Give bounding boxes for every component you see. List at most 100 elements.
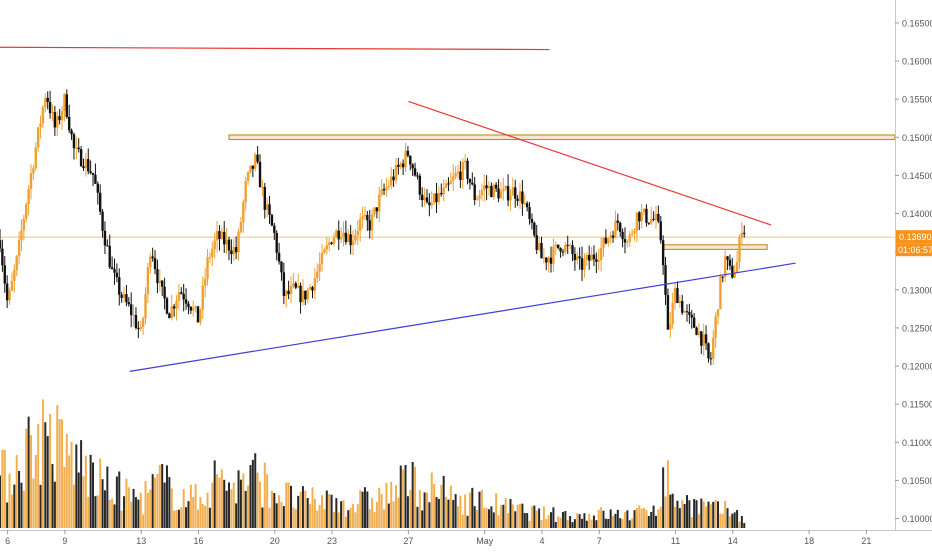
volume-bar [340, 501, 343, 528]
volume-bar [583, 513, 586, 528]
candle-body [220, 231, 224, 239]
volume-bar [75, 444, 78, 528]
candle-body [223, 231, 226, 245]
candle-body [137, 327, 140, 329]
candle-body [428, 202, 431, 206]
volume-bar [511, 504, 514, 528]
candle-body [564, 244, 567, 252]
candle-body [101, 211, 104, 231]
candle-body [344, 232, 348, 243]
volume-bar [127, 487, 130, 528]
volume-bar [282, 506, 285, 528]
volume-bar [256, 472, 259, 528]
candle-body [158, 280, 162, 284]
candle-body [351, 240, 355, 246]
volume-layer [0, 399, 746, 528]
volume-bar [647, 515, 650, 528]
volume-bar [411, 461, 414, 528]
volume-bar [134, 497, 137, 528]
volume-bar [547, 515, 550, 528]
volume-bar [297, 495, 300, 528]
x-tick-label: 27 [403, 536, 413, 546]
volume-bar [557, 516, 560, 528]
candle-body [721, 276, 724, 278]
candle-body [311, 287, 314, 291]
candle-body [292, 283, 295, 286]
volume-bar [688, 500, 691, 528]
upper-resistance-zone [228, 134, 896, 141]
volume-bar [602, 510, 605, 528]
volume-bar [428, 502, 431, 528]
candle-body [430, 203, 433, 206]
volume-bar [84, 455, 87, 528]
volume-bar [483, 507, 486, 528]
volume-bar [3, 450, 6, 528]
candle-body [215, 231, 219, 241]
candle-body [347, 234, 350, 243]
candle-body [690, 314, 693, 318]
zones-layer [228, 134, 896, 250]
candle-body [213, 240, 216, 250]
candle-body [8, 290, 11, 301]
candle-body [27, 188, 30, 205]
candle-body [561, 251, 565, 253]
candle-body [702, 334, 705, 346]
candle-body [75, 147, 78, 149]
candle-body [483, 185, 486, 191]
volume-bar [526, 513, 529, 528]
volume-bar [664, 496, 667, 528]
volume-bar [299, 491, 302, 528]
candle-body [129, 304, 133, 316]
candle-body [370, 214, 374, 231]
volume-bar [674, 506, 677, 528]
volume-bar [380, 494, 383, 528]
candle-body [108, 245, 111, 268]
volume-bar [344, 516, 347, 528]
candle-body [72, 134, 76, 149]
volume-bar [332, 511, 335, 528]
candle-body [556, 244, 560, 249]
volume-bar [342, 500, 345, 528]
candle-body [218, 231, 221, 239]
volume-bar [335, 498, 338, 528]
candle-body [320, 252, 324, 265]
volume-bar [211, 482, 214, 528]
volume-bar [25, 428, 28, 528]
candle-body [187, 303, 190, 307]
candle-body [494, 184, 498, 189]
volume-bar [80, 440, 83, 528]
volume-bar [144, 481, 147, 528]
volume-bar [612, 516, 615, 528]
candle-body [318, 264, 321, 272]
price-label-box [896, 230, 932, 244]
volume-bar [306, 497, 309, 528]
volume-bar [94, 496, 97, 528]
volume-bar [595, 520, 598, 528]
candle-body [461, 162, 464, 180]
volume-bar [239, 479, 242, 528]
volume-bar [189, 484, 192, 528]
volume-bar [566, 519, 569, 528]
volume-bar [681, 500, 684, 528]
candle-body [392, 176, 395, 181]
candle-body [463, 160, 467, 163]
candle-body [29, 173, 33, 189]
volume-bar [268, 507, 271, 528]
volume-bar [111, 498, 114, 528]
candle-body [168, 313, 171, 319]
volume-bar [254, 453, 257, 528]
candles-layer [0, 89, 746, 366]
x-tick-label: 4 [539, 536, 544, 546]
volume-bar [540, 519, 543, 528]
candle-body [254, 154, 257, 169]
volume-bar [206, 492, 209, 528]
volume-bar [740, 516, 743, 528]
volume-bar [530, 506, 533, 528]
volume-bar [392, 501, 395, 528]
candle-body [172, 306, 176, 309]
volume-bar [373, 512, 376, 528]
volume-bar [492, 512, 495, 528]
x-tick-label: 6 [5, 536, 10, 546]
